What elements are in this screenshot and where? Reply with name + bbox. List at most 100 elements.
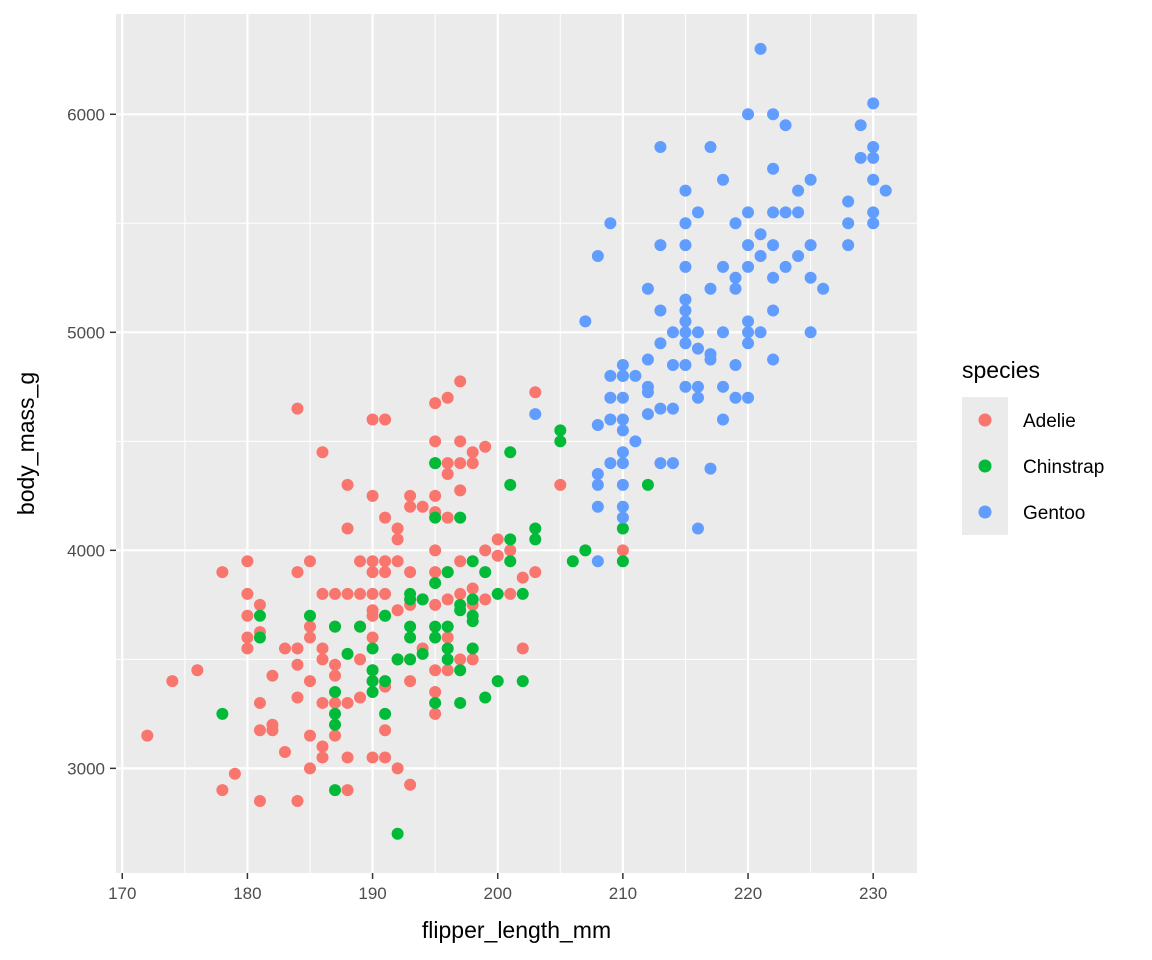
- point-adelie: [366, 489, 379, 502]
- point-chinstrap: [416, 647, 429, 660]
- point-chinstrap: [441, 620, 454, 633]
- point-adelie: [366, 566, 379, 579]
- point-chinstrap: [329, 784, 342, 797]
- point-adelie: [141, 729, 154, 742]
- point-gentoo: [767, 162, 780, 175]
- x-axis: 170 180 190 200 210 220 230: [108, 873, 887, 903]
- point-chinstrap: [379, 675, 392, 688]
- point-adelie: [454, 555, 467, 568]
- point-gentoo: [779, 206, 792, 219]
- point-gentoo: [717, 326, 730, 339]
- x-tick-label: 190: [358, 884, 386, 903]
- point-gentoo: [654, 239, 667, 252]
- point-gentoo: [779, 119, 792, 132]
- point-chinstrap: [554, 435, 567, 448]
- grid-major: [116, 14, 917, 873]
- point-chinstrap: [529, 533, 542, 546]
- point-gentoo: [754, 228, 767, 241]
- point-chinstrap: [616, 555, 629, 568]
- point-chinstrap: [216, 707, 229, 720]
- point-chinstrap: [329, 686, 342, 699]
- point-adelie: [429, 397, 442, 410]
- point-chinstrap: [454, 696, 467, 709]
- point-chinstrap: [416, 593, 429, 606]
- point-chinstrap: [341, 647, 354, 660]
- point-gentoo: [742, 108, 755, 121]
- point-gentoo: [779, 260, 792, 273]
- point-gentoo: [792, 206, 805, 219]
- point-gentoo: [704, 282, 717, 295]
- legend-key-gentoo: [978, 505, 992, 519]
- point-gentoo: [804, 173, 817, 186]
- point-gentoo: [654, 457, 667, 470]
- point-gentoo: [704, 140, 717, 153]
- point-gentoo: [604, 217, 617, 230]
- point-chinstrap: [466, 642, 479, 655]
- point-chinstrap: [253, 631, 266, 644]
- point-gentoo: [691, 391, 704, 404]
- point-adelie: [454, 435, 467, 448]
- point-chinstrap: [516, 675, 529, 688]
- point-gentoo: [654, 337, 667, 350]
- point-gentoo: [666, 457, 679, 470]
- point-gentoo: [691, 206, 704, 219]
- point-chinstrap: [391, 653, 404, 666]
- point-gentoo: [616, 446, 629, 459]
- point-gentoo: [691, 522, 704, 535]
- point-gentoo: [529, 408, 542, 421]
- point-adelie: [253, 724, 266, 737]
- point-adelie: [329, 587, 342, 600]
- point-adelie: [303, 631, 316, 644]
- x-tick-label: 200: [484, 884, 512, 903]
- point-gentoo: [854, 119, 867, 132]
- point-gentoo: [679, 260, 692, 273]
- point-chinstrap: [429, 457, 442, 470]
- point-adelie: [316, 653, 329, 666]
- point-gentoo: [729, 391, 742, 404]
- point-gentoo: [654, 402, 667, 415]
- point-adelie: [241, 642, 254, 655]
- point-chinstrap: [366, 642, 379, 655]
- point-adelie: [454, 653, 467, 666]
- point-adelie: [329, 696, 342, 709]
- point-gentoo: [767, 239, 780, 252]
- point-chinstrap: [566, 555, 579, 568]
- point-gentoo: [591, 250, 604, 263]
- point-adelie: [379, 566, 392, 579]
- point-adelie: [416, 500, 429, 513]
- point-chinstrap: [616, 522, 629, 535]
- point-adelie: [253, 598, 266, 611]
- point-adelie: [516, 642, 529, 655]
- point-adelie: [341, 522, 354, 535]
- point-adelie: [341, 751, 354, 764]
- point-adelie: [379, 587, 392, 600]
- point-adelie: [429, 686, 442, 699]
- point-gentoo: [641, 353, 654, 366]
- point-gentoo: [579, 315, 592, 328]
- point-gentoo: [666, 326, 679, 339]
- point-chinstrap: [466, 593, 479, 606]
- legend-key-chinstrap: [978, 459, 992, 473]
- point-chinstrap: [329, 707, 342, 720]
- point-adelie: [454, 484, 467, 497]
- x-axis-title: flipper_length_mm: [422, 917, 611, 943]
- point-adelie: [466, 446, 479, 459]
- point-gentoo: [679, 315, 692, 328]
- point-chinstrap: [554, 424, 567, 437]
- point-chinstrap: [641, 478, 654, 491]
- point-gentoo: [591, 500, 604, 513]
- point-adelie: [241, 587, 254, 600]
- point-gentoo: [629, 435, 642, 448]
- point-chinstrap: [303, 609, 316, 622]
- point-gentoo: [679, 184, 692, 197]
- point-adelie: [379, 413, 392, 426]
- point-chinstrap: [366, 664, 379, 677]
- point-gentoo: [679, 304, 692, 317]
- point-gentoo: [804, 326, 817, 339]
- point-gentoo: [654, 304, 667, 317]
- point-gentoo: [729, 271, 742, 284]
- point-gentoo: [679, 293, 692, 306]
- point-gentoo: [704, 353, 717, 366]
- point-adelie: [366, 609, 379, 622]
